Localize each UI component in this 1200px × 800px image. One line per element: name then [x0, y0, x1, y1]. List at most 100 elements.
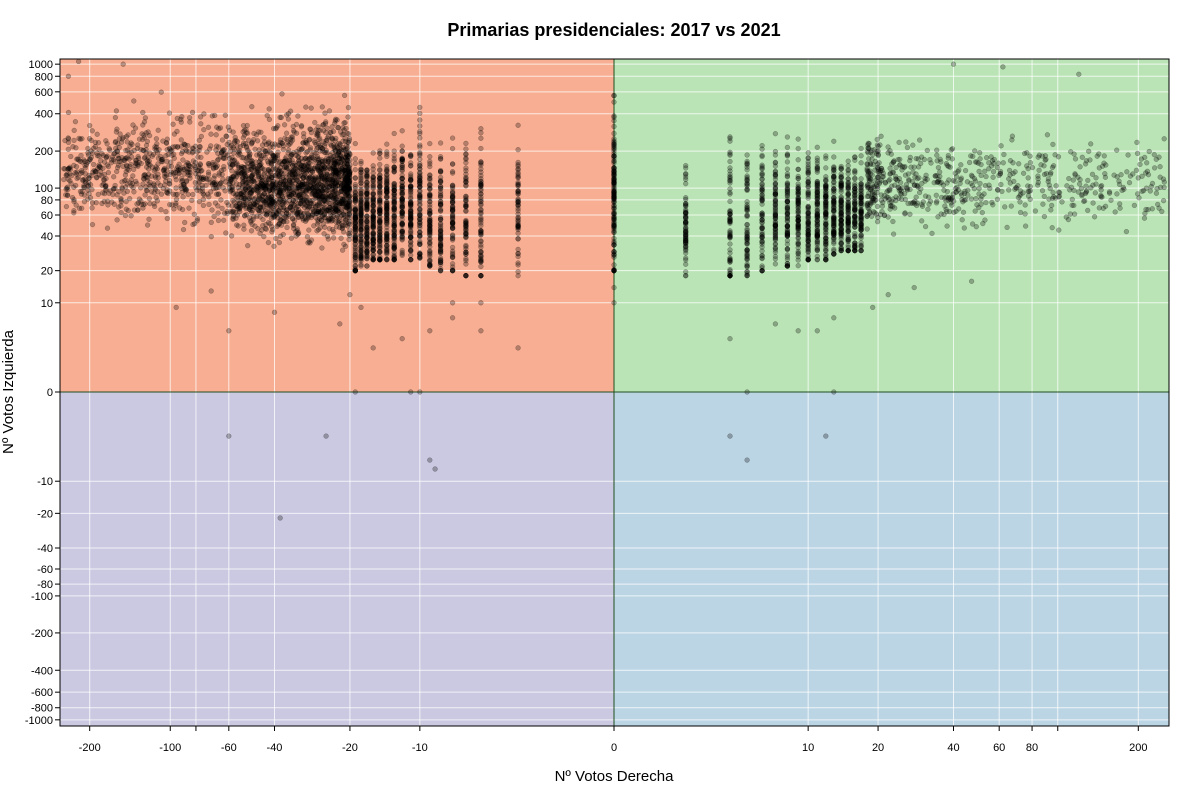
data-point — [427, 251, 433, 258]
data-point — [399, 183, 405, 190]
data-point — [831, 186, 837, 192]
data-point — [352, 233, 358, 239]
data-point — [338, 147, 344, 153]
data-point — [437, 168, 444, 175]
data-point — [611, 210, 617, 217]
data-point — [399, 191, 405, 197]
data-point — [463, 198, 469, 204]
data-point — [210, 161, 216, 168]
data-point — [449, 204, 456, 210]
data-point — [449, 212, 456, 219]
data-point — [215, 210, 221, 216]
data-point — [132, 125, 139, 131]
data-point — [170, 121, 176, 127]
data-point — [611, 166, 617, 173]
data-point — [478, 216, 484, 222]
data-point — [759, 229, 765, 235]
data-point — [463, 151, 469, 158]
data-point — [399, 143, 405, 149]
data-point — [399, 128, 405, 134]
data-point — [515, 225, 521, 231]
data-point — [515, 250, 521, 257]
data-point — [463, 261, 469, 267]
data-point — [744, 252, 750, 258]
data-point — [823, 185, 829, 191]
data-point — [285, 116, 292, 122]
data-point — [290, 215, 296, 222]
data-point — [131, 166, 137, 173]
data-point — [858, 247, 864, 254]
data-point — [163, 140, 170, 146]
data-point — [478, 222, 484, 229]
data-point — [449, 248, 456, 254]
data-point — [384, 190, 390, 196]
data-point — [683, 171, 689, 177]
data-point — [814, 253, 820, 259]
data-point — [795, 230, 801, 236]
data-point — [352, 238, 358, 244]
data-point — [845, 233, 851, 239]
data-point — [463, 251, 469, 257]
data-point — [231, 150, 237, 156]
data-point — [151, 190, 157, 196]
data-point — [449, 225, 456, 231]
data-point — [358, 172, 364, 178]
data-point — [427, 177, 433, 183]
data-point — [163, 209, 169, 215]
data-point — [478, 202, 484, 208]
data-point — [478, 159, 484, 165]
data-point — [215, 217, 222, 224]
data-point — [463, 140, 469, 147]
data-point — [125, 207, 131, 214]
data-point — [478, 215, 484, 221]
data-point — [73, 182, 79, 189]
data-point — [515, 183, 521, 189]
data-point — [611, 130, 617, 137]
data-point — [408, 160, 414, 166]
data-point — [252, 146, 258, 152]
data-point — [515, 208, 521, 214]
data-point — [515, 215, 521, 221]
data-point — [175, 144, 181, 150]
data-point — [463, 179, 469, 185]
data-point — [463, 203, 469, 210]
data-point — [338, 235, 344, 241]
data-point — [772, 231, 779, 237]
data-point — [515, 205, 521, 212]
data-point — [208, 219, 214, 226]
data-point — [399, 236, 405, 242]
data-point — [515, 159, 521, 166]
data-point — [89, 221, 96, 228]
data-point — [437, 234, 444, 240]
data-point — [370, 244, 376, 250]
data-point — [449, 193, 456, 199]
data-point — [437, 228, 444, 234]
data-point — [105, 202, 111, 208]
data-point — [197, 162, 204, 168]
data-point — [437, 248, 444, 255]
data-point — [478, 238, 484, 244]
data-point — [611, 123, 617, 130]
data-point — [164, 215, 170, 222]
data-point — [71, 210, 77, 216]
data-point — [358, 253, 364, 259]
data-point — [211, 213, 217, 220]
data-point — [437, 177, 444, 184]
data-point — [478, 229, 484, 235]
data-point — [463, 204, 469, 210]
data-point — [478, 160, 484, 167]
data-point — [437, 199, 444, 205]
data-point — [838, 163, 844, 170]
data-point — [478, 273, 484, 279]
data-point — [449, 194, 456, 200]
data-point — [831, 228, 837, 235]
data-point — [93, 175, 100, 181]
data-point — [515, 201, 521, 208]
data-point — [515, 147, 521, 153]
data-point — [284, 224, 290, 231]
data-point — [311, 223, 317, 229]
data-point — [515, 214, 521, 221]
data-point — [352, 160, 358, 167]
data-point — [515, 173, 521, 179]
data-point — [478, 231, 484, 238]
